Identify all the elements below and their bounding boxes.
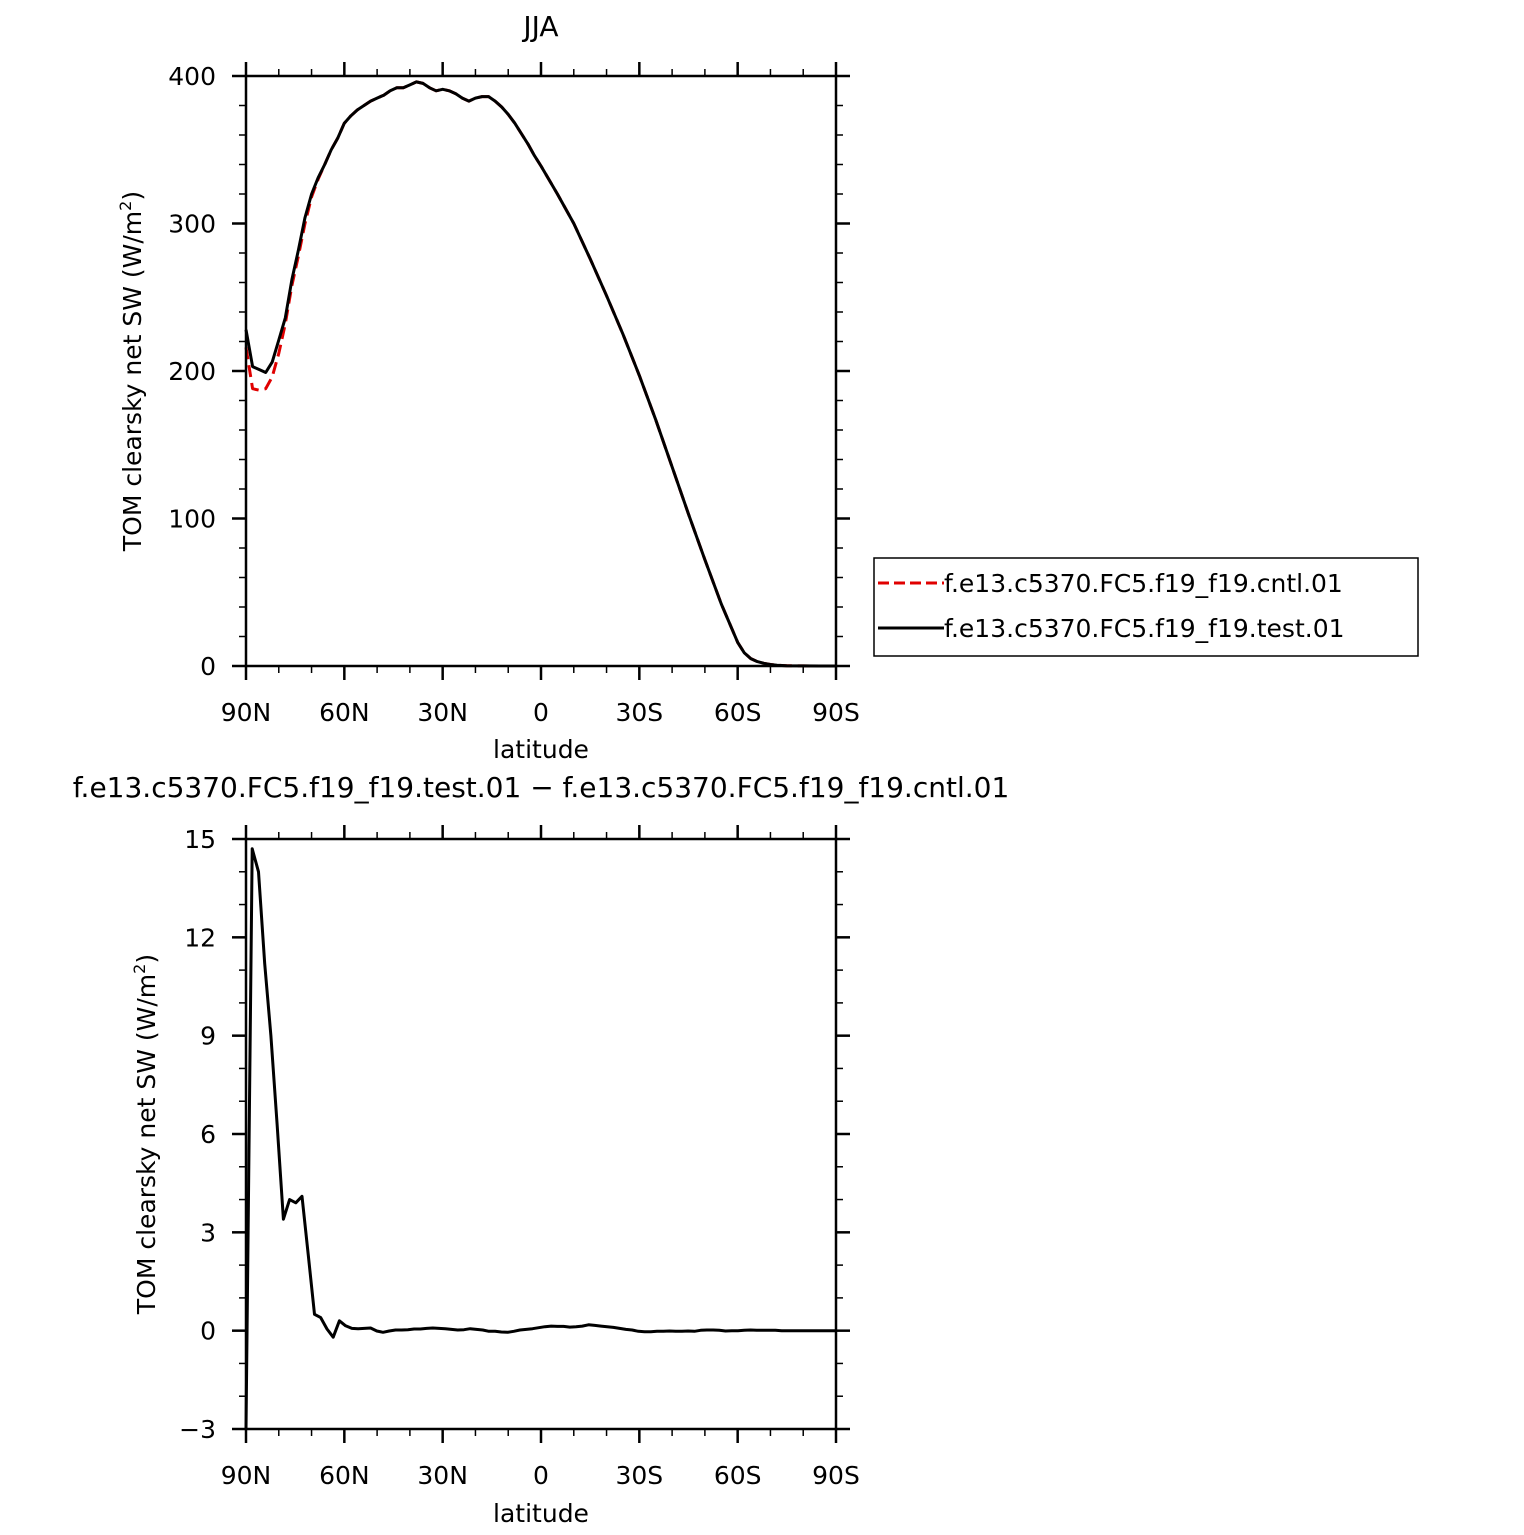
top-y-tick-label: 100	[168, 505, 216, 534]
top-y-tick-label: 200	[168, 357, 216, 386]
bottom-y-tick-label: 3	[200, 1218, 216, 1247]
bottom-y-tick-label: 0	[200, 1317, 216, 1346]
bottom-x-tick-label: 90N	[221, 1461, 272, 1490]
bottom-y-axis-label: TOM clearsky net SW (W/m2)	[130, 954, 161, 1315]
bottom-panel: f.e13.c5370.FC5.f19_f19.test.01 − f.e13.…	[73, 771, 1010, 1528]
top-x-tick-label: 90S	[812, 698, 860, 727]
bottom-x-tick-label: 60S	[714, 1461, 762, 1490]
bottom-y-axis-label-close: )	[132, 954, 161, 964]
top-tick-labels: 90N 60N 30N 0 30S 60S 90S 0 100 200 300 400	[168, 62, 860, 727]
bottom-y-tick-label: 15	[184, 825, 216, 854]
legend-label-test: f.e13.c5370.FC5.f19_f19.test.01	[944, 614, 1345, 643]
bottom-y-tick-label: 6	[200, 1120, 216, 1149]
top-tick-layer	[232, 62, 850, 680]
legend-box	[873, 557, 1419, 657]
top-y-tick-label: 300	[168, 210, 216, 239]
top-y-tick-label: 0	[200, 652, 216, 681]
top-series-line-0	[244, 80, 836, 668]
bottom-tick-labels: 90N 60N 30N 0 30S 60S 90S −3 0 3 6 9 12 15	[179, 825, 860, 1490]
bottom-plot-frame	[244, 837, 838, 1431]
bottom-x-tick-label: 90S	[812, 1461, 860, 1490]
top-panel-title: JJA	[521, 10, 558, 43]
bottom-x-tick-label: 0	[533, 1461, 549, 1490]
bottom-y-tick-label: −3	[179, 1415, 216, 1444]
top-x-tick-label: 90N	[221, 698, 272, 727]
bottom-x-tick-label: 30N	[417, 1461, 468, 1490]
top-x-axis-label: latitude	[493, 735, 589, 764]
top-series-layer	[244, 80, 836, 668]
bottom-y-axis-label-sup: 2	[130, 964, 149, 974]
top-x-tick-label: 60N	[319, 698, 370, 727]
bottom-y-axis-label-main: TOM clearsky net SW (W/m	[132, 974, 161, 1315]
legend: f.e13.c5370.FC5.f19_f19.cntl.01 f.e13.c5…	[873, 557, 1419, 657]
top-y-axis-label: TOM clearsky net SW (W/m2)	[116, 191, 147, 552]
top-x-tick-label: 60S	[714, 698, 762, 727]
bottom-tick-layer	[232, 825, 850, 1443]
bottom-series-line-0	[244, 847, 836, 1430]
bottom-series-layer	[244, 847, 836, 1430]
top-y-axis-label-main: TOM clearsky net SW (W/m	[118, 211, 147, 552]
bottom-panel-title: f.e13.c5370.FC5.f19_f19.test.01 − f.e13.…	[73, 771, 1010, 804]
bottom-y-tick-label: 12	[184, 923, 216, 952]
top-y-axis-label-sup: 2	[116, 201, 135, 211]
top-x-tick-label: 0	[533, 698, 549, 727]
top-series-line-1	[244, 80, 836, 668]
top-panel: JJA 90N 60N 30N 0 30S 60S 90S 0 100 200 300 400 lat…	[116, 10, 1419, 764]
top-x-tick-label: 30S	[615, 698, 663, 727]
top-y-axis-label-close: )	[118, 191, 147, 201]
bottom-x-tick-label: 60N	[319, 1461, 370, 1490]
top-x-tick-label: 30N	[417, 698, 468, 727]
bottom-x-axis-label: latitude	[493, 1499, 589, 1528]
bottom-x-tick-label: 30S	[615, 1461, 663, 1490]
top-y-tick-label: 400	[168, 62, 216, 91]
bottom-y-tick-label: 9	[200, 1022, 216, 1051]
legend-label-cntl: f.e13.c5370.FC5.f19_f19.cntl.01	[944, 569, 1343, 598]
